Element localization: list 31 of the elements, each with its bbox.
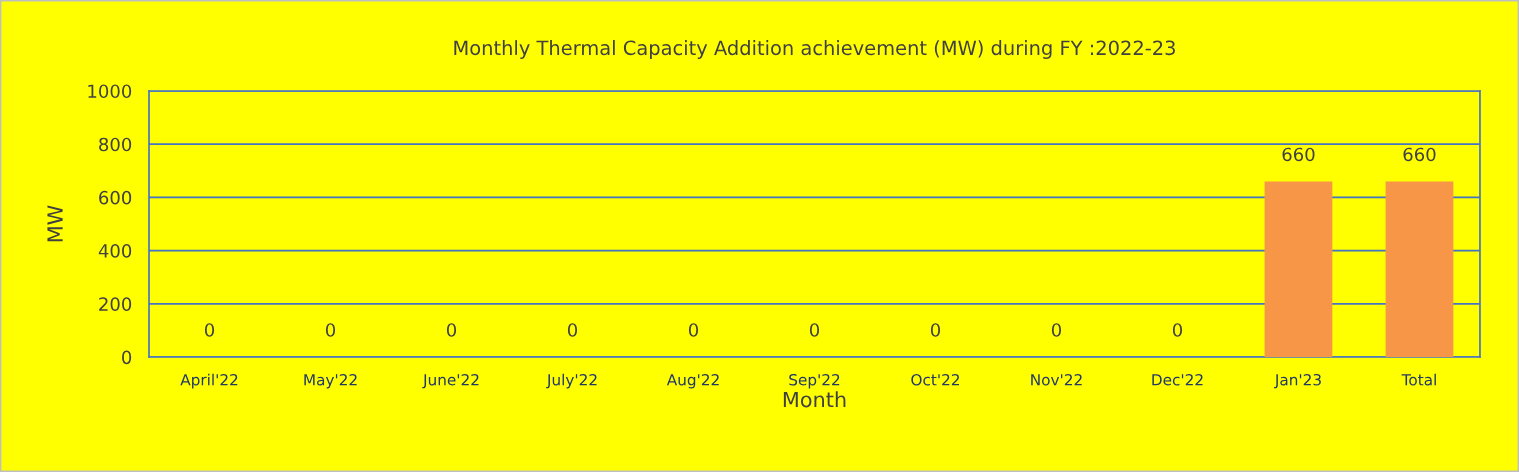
x-tick-label: Oct'22 [911, 373, 959, 386]
y-axis-title: MW [47, 205, 63, 242]
y-tick-label: 200 [99, 297, 132, 311]
x-tick-label: Total [1401, 373, 1436, 386]
y-tick-label: 400 [98, 244, 132, 258]
data-label: 0 [809, 323, 820, 337]
y-tick-label: 800 [99, 137, 132, 152]
y-tick-label: 600 [99, 190, 132, 205]
x-tick-label: Jan'23 [1274, 373, 1321, 389]
x-tick-label: Dec'22 [1152, 373, 1203, 386]
data-label: 0 [1051, 323, 1062, 337]
x-tick-label: Nov'22 [1031, 373, 1082, 386]
chart-title: Monthly Thermal Capacity Addition achievement (MW) during FY :2022-23 [454, 40, 1175, 59]
x-tick-label: April'22 [180, 373, 238, 389]
data-label: 0 [1172, 323, 1183, 337]
x-tick-label: July'22 [546, 373, 597, 389]
data-label: 0 [325, 323, 336, 337]
data-label: 0 [688, 323, 699, 337]
x-tick-label: Sep'22 [789, 373, 840, 389]
data-label: 660 [1403, 147, 1436, 162]
x-axis-title: Month [783, 391, 846, 408]
y-tick-label: 1000 [88, 84, 132, 99]
x-tick-label: Aug'22 [666, 373, 719, 389]
y-tick-label: 0 [122, 350, 132, 365]
x-tick-label: May'22 [304, 373, 357, 389]
data-label: 0 [446, 323, 457, 337]
x-tick-label: June'22 [422, 373, 479, 389]
data-label: 0 [204, 323, 215, 337]
data-label: 0 [567, 323, 578, 337]
data-label: 0 [930, 323, 941, 337]
data-label: 660 [1282, 147, 1315, 162]
